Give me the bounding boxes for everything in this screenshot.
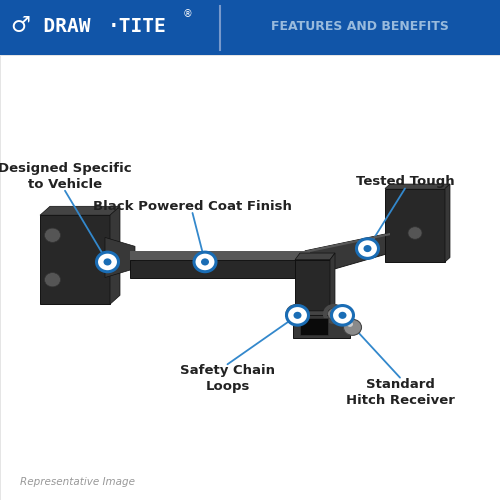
Text: DRAW: DRAW <box>20 17 90 36</box>
Polygon shape <box>105 238 135 278</box>
FancyBboxPatch shape <box>0 0 500 55</box>
Polygon shape <box>292 311 352 316</box>
Circle shape <box>347 322 353 327</box>
Polygon shape <box>110 206 120 304</box>
Text: ♂: ♂ <box>10 16 30 36</box>
Circle shape <box>338 312 346 319</box>
Circle shape <box>344 320 361 336</box>
Circle shape <box>194 252 216 272</box>
Polygon shape <box>305 233 390 278</box>
Polygon shape <box>305 233 390 253</box>
Text: Black Powered Coat Finish: Black Powered Coat Finish <box>93 200 292 213</box>
Circle shape <box>286 306 308 325</box>
FancyBboxPatch shape <box>0 55 500 500</box>
Polygon shape <box>130 260 310 278</box>
Circle shape <box>408 227 422 239</box>
Polygon shape <box>445 184 450 262</box>
Circle shape <box>364 245 372 252</box>
Polygon shape <box>295 253 335 260</box>
Circle shape <box>104 258 112 266</box>
Circle shape <box>356 239 378 258</box>
Text: FEATURES AND BENEFITS: FEATURES AND BENEFITS <box>271 20 449 33</box>
Polygon shape <box>330 253 335 331</box>
Polygon shape <box>292 316 350 338</box>
Text: Tested Tough: Tested Tough <box>356 176 454 188</box>
Circle shape <box>332 306 353 325</box>
Circle shape <box>294 312 302 319</box>
Text: Designed Specific
to Vehicle: Designed Specific to Vehicle <box>0 162 132 190</box>
Text: Representative Image: Representative Image <box>20 476 135 486</box>
Circle shape <box>201 258 209 266</box>
Polygon shape <box>40 215 110 304</box>
Polygon shape <box>295 260 330 331</box>
Polygon shape <box>385 188 445 262</box>
Polygon shape <box>300 318 328 336</box>
Text: ®: ® <box>182 8 192 18</box>
Circle shape <box>44 228 60 242</box>
Text: ·TITE: ·TITE <box>108 17 166 36</box>
Circle shape <box>44 272 60 287</box>
Circle shape <box>96 252 118 272</box>
Polygon shape <box>385 184 450 188</box>
Polygon shape <box>130 251 310 260</box>
Text: Safety Chain
Loops: Safety Chain Loops <box>180 364 275 394</box>
Polygon shape <box>40 206 120 215</box>
Text: Standard
Hitch Receiver: Standard Hitch Receiver <box>346 378 455 406</box>
